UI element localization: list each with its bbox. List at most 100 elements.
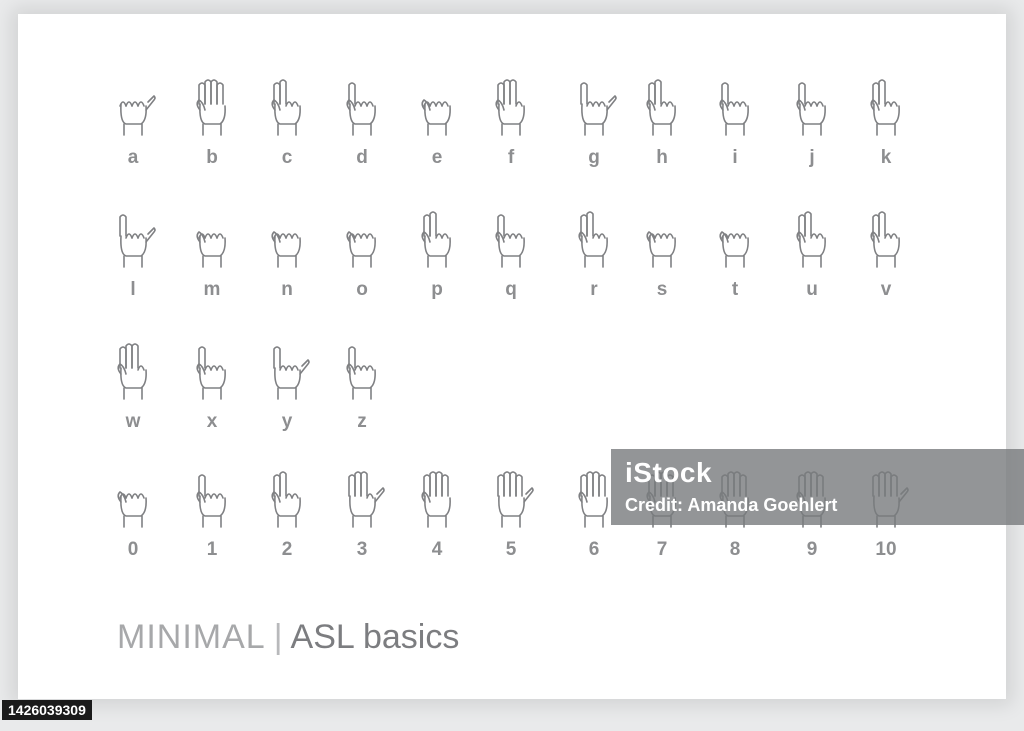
letter-label: t: [731, 279, 739, 300]
letter-label: c: [281, 147, 293, 168]
letter-label: o: [356, 279, 368, 300]
letter-label: e: [431, 147, 443, 168]
number-label: 1: [206, 539, 218, 560]
watermark-credit: Credit: Amanda Goehlert: [625, 495, 838, 515]
letter-sign-w: w: [95, 338, 171, 458]
number-label: 0: [127, 539, 139, 560]
number-label: 10: [875, 539, 897, 560]
number-label: 9: [806, 539, 818, 560]
hand-sign-h-icon: [646, 79, 676, 136]
letter-sign-c: c: [249, 74, 325, 194]
hand-sign-g-icon: [580, 82, 617, 136]
letter-label: m: [203, 279, 221, 300]
letter-label: s: [656, 279, 668, 300]
hand-sign-e-icon: [421, 99, 451, 136]
letter-label: k: [880, 147, 892, 168]
number-sign-4: 4: [399, 466, 475, 586]
letter-label: d: [356, 147, 368, 168]
letter-sign-g: g: [556, 74, 632, 194]
stock-id-badge: 1426039309: [2, 700, 92, 720]
letter-label: a: [127, 147, 139, 168]
number-label: 7: [656, 539, 668, 560]
hand-sign-i-icon: [719, 82, 749, 136]
letter-sign-m: m: [174, 206, 250, 326]
hand-sign-w-icon: [117, 343, 147, 400]
hand-number-0-icon: [117, 491, 147, 528]
letter-sign-h: h: [624, 74, 700, 194]
hand-sign-p-icon: [421, 211, 451, 268]
hand-sign-o-icon: [346, 231, 376, 268]
hand-sign-z-icon: [346, 346, 376, 400]
letter-sign-b: b: [174, 74, 250, 194]
letter-label: w: [125, 411, 141, 432]
letter-label: u: [806, 279, 818, 300]
letter-sign-q: q: [473, 206, 549, 326]
hand-number-2-icon: [271, 471, 301, 528]
number-sign-3: 3: [324, 466, 400, 586]
hand-sign-a-icon: [119, 95, 156, 136]
hand-sign-b-icon: [196, 79, 226, 136]
letter-label: y: [281, 411, 293, 432]
hand-number-1-icon: [196, 474, 226, 528]
letter-sign-f: f: [473, 74, 549, 194]
letter-sign-l: l: [95, 206, 171, 326]
letter-sign-t: t: [697, 206, 773, 326]
number-sign-5: 5: [473, 466, 549, 586]
hand-number-6-icon: [578, 471, 608, 528]
letter-label: j: [809, 147, 815, 168]
hand-sign-t-icon: [719, 231, 749, 268]
hand-sign-v-icon: [870, 211, 900, 268]
hand-sign-y-icon: [273, 346, 310, 400]
hand-sign-d-icon: [346, 82, 376, 136]
letter-sign-y: y: [249, 338, 325, 458]
number-sign-1: 1: [174, 466, 250, 586]
stock-watermark: iStock Credit: Amanda Goehlert: [611, 449, 1024, 525]
letter-sign-e: e: [399, 74, 475, 194]
hand-sign-m-icon: [196, 231, 226, 268]
number-sign-0: 0: [95, 466, 171, 586]
letter-sign-o: o: [324, 206, 400, 326]
letter-label: f: [507, 147, 515, 168]
number-label: 8: [729, 539, 741, 560]
letter-label: z: [357, 411, 367, 432]
letter-label: g: [588, 147, 600, 168]
hand-number-3-icon: [348, 471, 385, 528]
hand-sign-u-icon: [796, 211, 826, 268]
page-title: MINIMAL | ASL basics: [117, 618, 459, 657]
letter-label: h: [656, 147, 668, 168]
number-sign-2: 2: [249, 466, 325, 586]
number-label: 6: [588, 539, 600, 560]
number-label: 5: [505, 539, 517, 560]
letter-label: r: [590, 279, 598, 300]
letter-sign-d: d: [324, 74, 400, 194]
letter-sign-n: n: [249, 206, 325, 326]
hand-sign-s-icon: [646, 231, 676, 268]
number-label: 4: [431, 539, 443, 560]
letter-label: n: [281, 279, 293, 300]
letter-label: i: [732, 147, 738, 168]
letter-sign-j: j: [774, 74, 850, 194]
letter-sign-p: p: [399, 206, 475, 326]
number-label: 2: [281, 539, 293, 560]
letter-sign-k: k: [848, 74, 924, 194]
title-asl-basics: ASL basics: [290, 618, 460, 656]
letter-sign-z: z: [324, 338, 400, 458]
letter-label: v: [880, 279, 892, 300]
letter-label: l: [130, 279, 136, 300]
hand-sign-c-icon: [271, 79, 301, 136]
letter-sign-v: v: [848, 206, 924, 326]
title-minimal: MINIMAL: [117, 618, 266, 656]
letter-label: p: [431, 279, 443, 300]
letter-sign-i: i: [697, 74, 773, 194]
letter-label: q: [505, 279, 517, 300]
letter-sign-s: s: [624, 206, 700, 326]
title-separator: |: [273, 618, 283, 656]
icon-sheet: [18, 14, 1006, 699]
letter-sign-r: r: [556, 206, 632, 326]
hand-sign-x-icon: [196, 346, 226, 400]
hand-sign-r-icon: [578, 211, 608, 268]
hand-number-4-icon: [421, 471, 451, 528]
number-label: 3: [356, 539, 368, 560]
number-sign-6: 6: [556, 466, 632, 586]
hand-sign-j-icon: [796, 82, 826, 136]
